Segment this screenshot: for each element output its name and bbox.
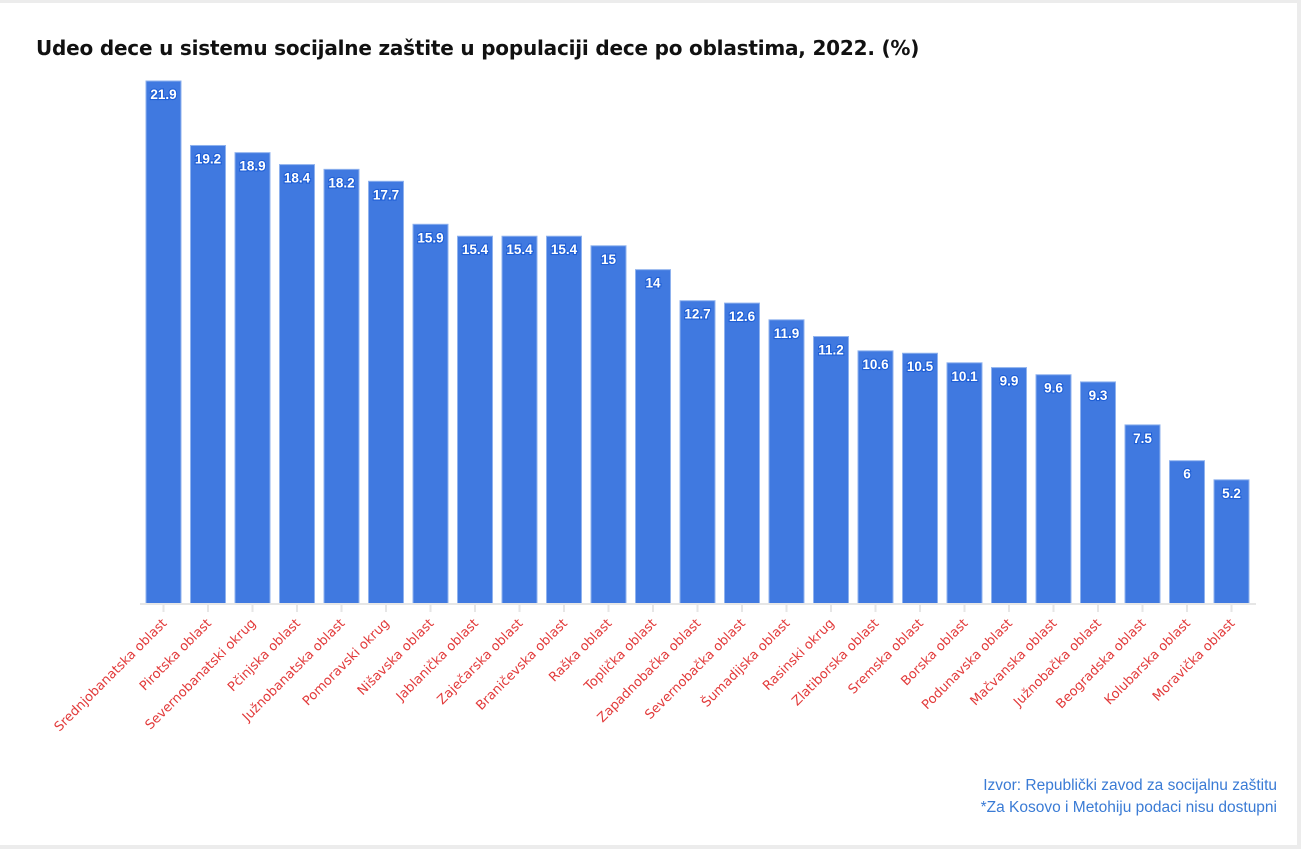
data-label: 11.2 — [818, 343, 844, 358]
data-label: 10.6 — [862, 357, 889, 372]
bar — [813, 336, 849, 605]
chart-title: Udeo dece u sistemu socijalne zaštite u … — [36, 36, 920, 60]
bar — [724, 302, 760, 605]
data-label: 15.4 — [506, 242, 533, 257]
bar — [234, 152, 271, 605]
bar — [991, 367, 1027, 605]
bar — [902, 352, 938, 605]
data-label: 12.6 — [729, 309, 756, 324]
data-label: 10.1 — [951, 369, 978, 384]
bar — [635, 269, 671, 605]
source-note: Izvor: Republički zavod za socijalnu zaš… — [983, 777, 1277, 794]
bars-group — [145, 80, 1250, 605]
bar — [857, 350, 894, 605]
x-tick-label: Mačvanska oblast — [968, 616, 1061, 709]
data-label: 19.2 — [195, 151, 221, 166]
data-label: 18.9 — [239, 159, 265, 174]
x-axis-ticks — [162, 605, 1233, 612]
data-label: 17.7 — [373, 187, 399, 202]
data-label: 9.3 — [1089, 388, 1108, 403]
data-label: 18.2 — [328, 175, 354, 190]
data-label: 5.2 — [1222, 486, 1241, 501]
x-tick-label: Zaječarska oblast — [435, 616, 527, 708]
bar — [590, 245, 627, 605]
bar — [501, 235, 538, 605]
bar — [1035, 374, 1072, 605]
data-label: 14 — [645, 276, 661, 291]
data-label: 15 — [601, 252, 617, 267]
bar — [768, 319, 805, 605]
bar — [1124, 424, 1161, 605]
bar — [946, 362, 983, 605]
data-labels-group: 21.9 19.2 18.9 18.4 18.2 17.7 15.9 15.4 15.4 15.4… — [149, 86, 1242, 502]
data-label: 12.7 — [684, 307, 710, 322]
bar — [457, 235, 493, 605]
data-label: 9.9 — [1000, 374, 1019, 389]
data-label: 15.4 — [551, 242, 578, 257]
bar — [1169, 460, 1205, 605]
data-label: 18.4 — [284, 171, 311, 186]
data-label: 6 — [1183, 467, 1191, 482]
bar — [190, 144, 226, 605]
availability-note: *Za Kosovo i Metohiju podaci nisu dostup… — [980, 799, 1277, 816]
x-tick-label: Moravička oblast — [1150, 616, 1238, 704]
bar — [368, 180, 404, 605]
x-tick-label: Sremska oblast — [846, 616, 927, 697]
data-label: 21.9 — [150, 87, 176, 102]
x-tick-label: Nišavska oblast — [355, 616, 437, 698]
bar — [145, 80, 182, 605]
data-label: 11.9 — [774, 326, 800, 341]
x-tick-label: Kolubarska oblast — [1102, 616, 1194, 708]
bar — [412, 223, 449, 605]
bar — [279, 164, 315, 605]
x-tick-label: Jablanička oblast — [393, 616, 482, 705]
bar — [679, 300, 716, 605]
chart-footer: Izvor: Republički zavod za socijalnu zaš… — [981, 775, 1277, 819]
data-label: 15.9 — [417, 230, 443, 245]
data-label: 7.5 — [1133, 431, 1152, 446]
data-label: 15.4 — [462, 242, 489, 257]
data-label: 10.5 — [907, 359, 934, 374]
data-label: 9.6 — [1044, 381, 1063, 396]
bar — [1080, 381, 1116, 605]
bar — [546, 235, 582, 605]
bar — [323, 168, 360, 605]
